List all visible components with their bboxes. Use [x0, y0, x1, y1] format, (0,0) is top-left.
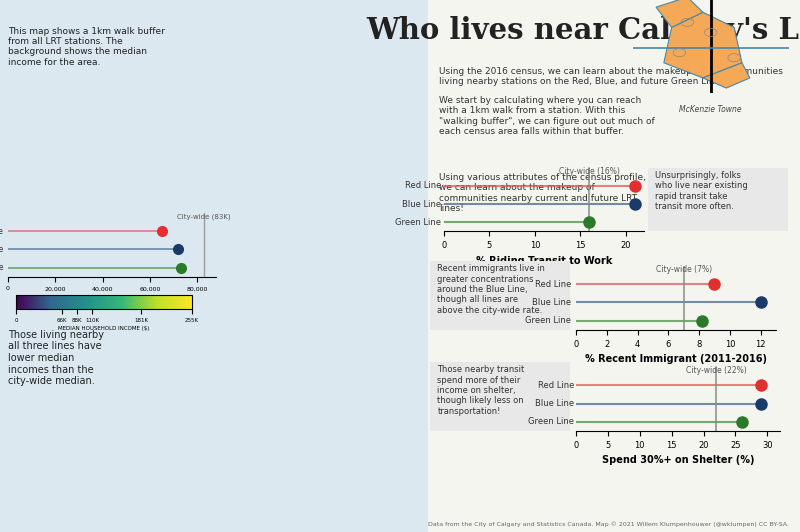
- X-axis label: Spend 30%+ on Shelter (%): Spend 30%+ on Shelter (%): [602, 455, 754, 465]
- Text: Blue Line: Blue Line: [0, 245, 3, 254]
- Text: Red Line: Red Line: [0, 227, 3, 236]
- Text: Green Line: Green Line: [395, 218, 442, 227]
- Polygon shape: [664, 12, 742, 78]
- X-axis label: MEDIAN HOUSEHOLD INCOME ($): MEDIAN HOUSEHOLD INCOME ($): [58, 326, 150, 331]
- Text: City-wide (7%): City-wide (7%): [656, 265, 712, 274]
- Text: City-wide (83K): City-wide (83K): [178, 213, 231, 220]
- Text: Those nearby transit
spend more of their
income on shelter,
though likely less o: Those nearby transit spend more of their…: [438, 365, 525, 416]
- X-axis label: % Recent Immigrant (2011-2016): % Recent Immigrant (2011-2016): [585, 354, 767, 364]
- Text: Using the 2016 census, we can learn about the makeup of the communities
living n: Using the 2016 census, we can learn abou…: [439, 66, 783, 86]
- Text: Green Line: Green Line: [526, 316, 571, 325]
- Text: Those living nearby
all three lines have
lower median
incomes than the
city-wide: Those living nearby all three lines have…: [8, 330, 104, 386]
- Text: City-wide (16%): City-wide (16%): [559, 167, 620, 176]
- FancyBboxPatch shape: [428, 259, 573, 331]
- Text: This map shows a 1km walk buffer
from all LRT stations. The
background shows the: This map shows a 1km walk buffer from al…: [8, 27, 165, 67]
- FancyBboxPatch shape: [646, 167, 791, 232]
- Text: Blue Line: Blue Line: [402, 200, 442, 209]
- Text: Green Line: Green Line: [528, 417, 574, 426]
- Text: Blue Line: Blue Line: [532, 298, 571, 307]
- Text: Using various attributes of the census profile,
we can learn about the makeup of: Using various attributes of the census p…: [439, 173, 646, 213]
- FancyBboxPatch shape: [428, 360, 573, 433]
- Text: Unsurprisingly, folks
who live near existing
rapid transit take
transit more oft: Unsurprisingly, folks who live near exis…: [655, 171, 748, 211]
- Text: Data from the City of Calgary and Statistics Canada. Map © 2021 Willem Klumpenho: Data from the City of Calgary and Statis…: [428, 521, 789, 527]
- Text: Who lives near Calgary's LRT?: Who lives near Calgary's LRT?: [366, 16, 800, 45]
- Text: Recent immigrants live in
greater concentrations
around the Blue Line,
though al: Recent immigrants live in greater concen…: [438, 264, 546, 315]
- Text: Green Line: Green Line: [0, 263, 3, 272]
- Text: Red Line: Red Line: [538, 381, 574, 390]
- Polygon shape: [656, 0, 703, 28]
- X-axis label: % Riding Transit to Work: % Riding Transit to Work: [476, 256, 612, 265]
- Text: Red Line: Red Line: [535, 280, 571, 289]
- Text: McKenzie Towne: McKenzie Towne: [679, 105, 742, 114]
- Text: City-wide (22%): City-wide (22%): [686, 367, 746, 375]
- Polygon shape: [703, 63, 750, 88]
- Text: Red Line: Red Line: [405, 181, 442, 190]
- Text: We start by calculating where you can reach
with a 1km walk from a station. With: We start by calculating where you can re…: [439, 96, 655, 136]
- Text: Blue Line: Blue Line: [535, 399, 574, 408]
